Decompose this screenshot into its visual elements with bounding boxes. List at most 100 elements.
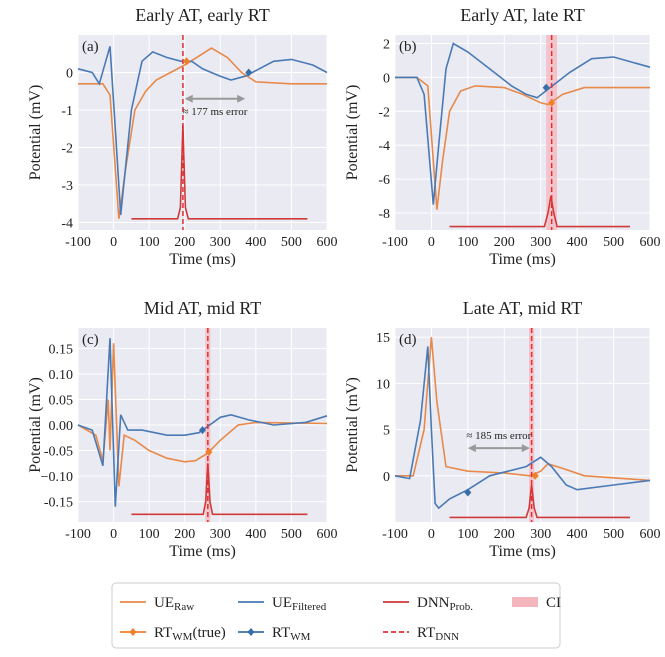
legend-text: UE [272,595,292,611]
y-tick-label: -3 [61,179,73,194]
rt-marker [531,471,539,480]
x-tick-label: 500 [281,527,302,542]
x-tick-label: 600 [640,527,661,542]
y-axis-label: Potential (mV) [344,85,361,181]
legend-text: CI [546,595,561,611]
y-axis-label: Potential (mV) [344,377,361,473]
x-tick-label: 500 [603,527,624,542]
y-axis-label: Potential (mV) [27,85,44,181]
y-tick-label: 0 [383,71,390,86]
x-axis-label: Time (ms) [169,543,236,560]
y-tick-label: 15 [376,331,390,346]
y-tick-label: 0 [383,470,390,485]
legend-text: UE [154,595,174,611]
rt-marker [542,83,550,92]
x-tick-label: 100 [457,235,478,250]
x-tick-label: 300 [530,527,551,542]
x-tick-label: 200 [174,235,195,250]
x-tick-label: 0 [428,527,435,542]
x-tick-label: 0 [110,527,117,542]
y-tick-label: -0.05 [44,445,73,460]
y-tick-label: -2 [378,105,390,120]
rt-marker [245,68,253,77]
rt-marker [182,57,190,66]
panel-label: (a) [82,39,99,55]
plot-area [395,35,650,230]
signal-line [395,42,651,205]
rt-marker [548,98,556,107]
x-tick-label: 0 [428,235,435,250]
y-tick-label: 0.05 [49,393,74,408]
legend-text: RT [154,625,172,641]
x-tick-label: 400 [567,527,588,542]
arrow-head [184,94,193,103]
x-axis-label: Time (ms) [489,251,556,268]
x-tick-label: 0 [110,235,117,250]
legend-label: CI [546,595,561,611]
plot-area [395,328,650,522]
x-tick-label: 600 [640,235,661,250]
signal-line [77,343,328,487]
legend-subscript: WM [172,631,192,643]
rt-marker [205,448,213,457]
x-tick-label: 500 [603,235,624,250]
x-tick-label: -100 [382,527,408,542]
arrow-head [237,94,246,103]
x-tick-label: 400 [567,235,588,250]
chart-title: Early AT, late RT [460,5,585,25]
signal-line [395,76,650,210]
x-tick-label: 100 [139,235,160,250]
legend-subscript: WM [290,631,310,643]
x-axis-label: Time (ms) [489,543,556,560]
legend-subscript: Prob. [450,601,474,613]
chart-title: Mid AT, mid RT [144,298,262,318]
x-tick-label: 100 [457,527,478,542]
chart-title: Early AT, early RT [135,5,270,25]
x-tick-label: 400 [245,527,266,542]
y-tick-label: -6 [378,173,390,188]
x-tick-label: 200 [494,235,515,250]
y-tick-label: -4 [61,217,73,232]
legend-subscript: Filtered [292,601,327,613]
rt-marker [199,426,206,435]
legend-text: RT [272,625,290,641]
legend-text: RT [417,625,435,641]
y-tick-label: 0.00 [49,419,74,434]
legend-label: UERaw [154,595,194,613]
y-tick-label: -1 [61,104,73,119]
arrow-head [467,444,476,453]
y-tick-label: 5 [383,424,390,439]
y-tick-label: -8 [378,207,390,222]
x-tick-label: 600 [317,527,338,542]
y-tick-label: 0.15 [49,342,74,357]
signal-line [77,46,328,216]
legend-suffix: (true) [192,625,225,641]
x-tick-label: 100 [139,527,160,542]
x-tick-label: 200 [174,527,195,542]
y-tick-label: 2 [383,37,390,52]
legend-label: RTWM(true) [154,625,226,643]
y-axis-label: Potential (mV) [27,377,44,473]
legend-label: RTWM [272,625,311,643]
legend-subscript: DNN [435,631,459,643]
legend-label: UEFiltered [272,595,327,613]
chart-title: Late AT, mid RT [463,298,583,318]
y-tick-label: −0.10 [41,470,73,485]
y-tick-label: -0.15 [44,496,73,511]
arrow-head [521,444,530,453]
legend-marker [247,628,255,636]
x-tick-label: 300 [210,527,231,542]
x-tick-label: 200 [494,527,515,542]
panel-label: (c) [82,332,99,348]
signal-line [394,346,651,510]
x-tick-label: 300 [530,235,551,250]
signal-line [77,338,328,507]
annotation-text: ≈ 185 ms error [466,430,531,442]
legend-text: DNN [417,595,450,611]
x-tick-label: 500 [281,235,302,250]
y-tick-label: -2 [61,142,73,157]
panel-label: (b) [399,39,417,55]
y-tick-label: -4 [378,139,390,154]
x-tick-label: 300 [210,235,231,250]
